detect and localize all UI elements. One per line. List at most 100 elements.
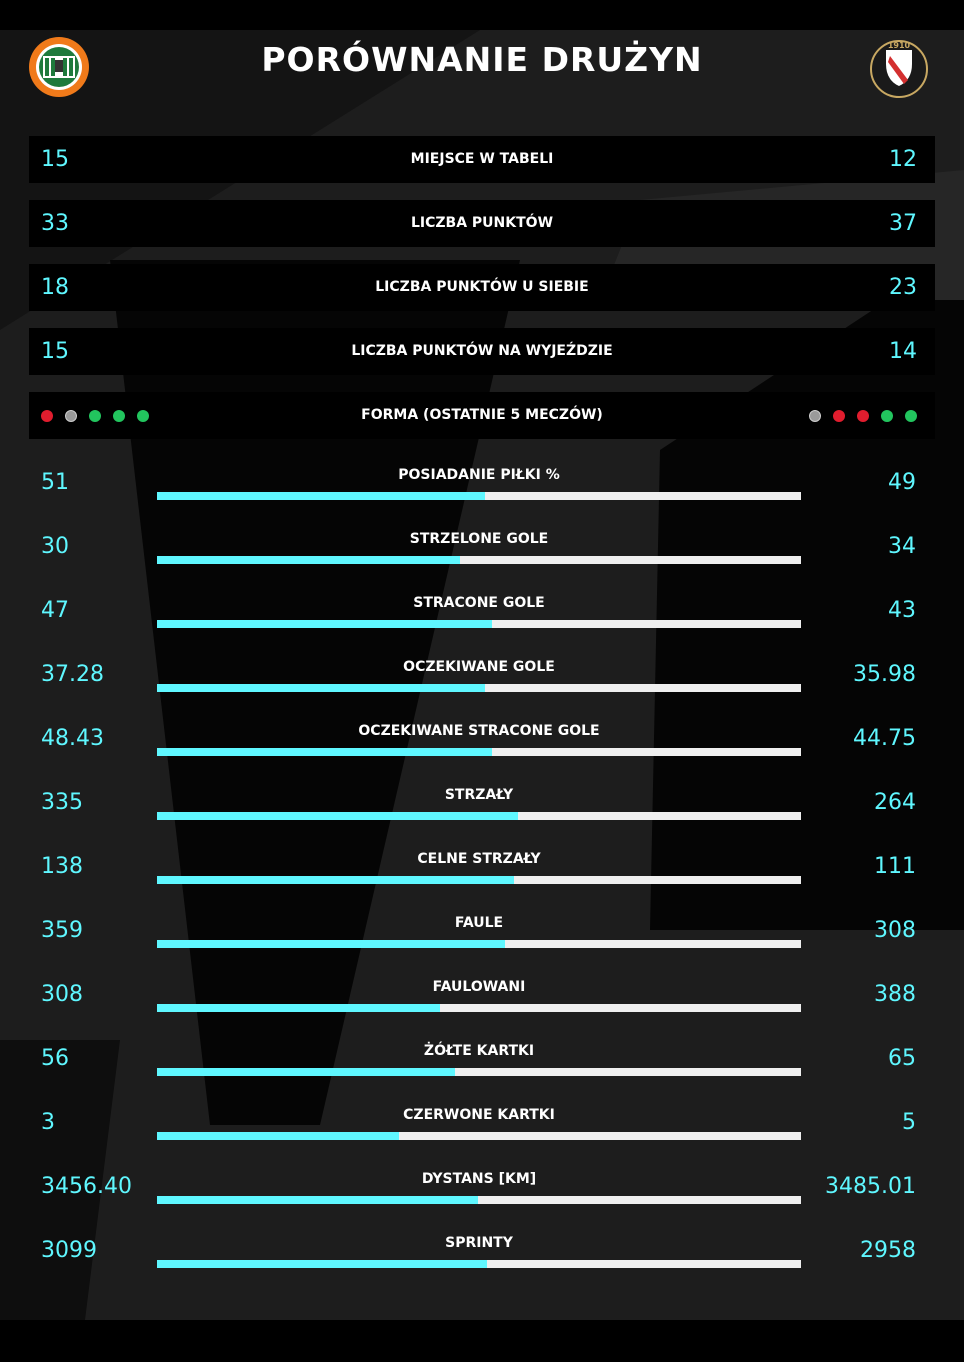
stat-label: CZERWONE KARTKI [403,1107,555,1123]
comparison-bar-fill [157,1196,478,1204]
comparison-bar-fill [157,940,505,948]
form-dots-left [41,410,149,422]
left-value: 33 [41,211,69,236]
right-value: 14 [889,339,917,364]
comparison-bar-track [157,1132,801,1140]
stat-row-celne-strzaly: 138 CELNE STRZAŁY 111 [0,840,964,904]
form-win-dot [881,410,893,422]
right-value: 111 [874,854,916,879]
comparison-bar-track [157,1260,801,1268]
stat-row-strzelone-gole: 30 STRZELONE GOLE 34 [0,520,964,584]
left-value: 3099 [41,1238,97,1263]
stat-label: MIEJSCE W TABELI [410,151,554,167]
comparison-bar-fill [157,748,492,756]
comparison-bar-fill [157,1132,399,1140]
comparison-bar-fill [157,1260,487,1268]
comparison-bar-fill [157,684,486,692]
left-value: 30 [41,534,69,559]
stat-row-posiadanie-pilki: 51 POSIADANIE PIŁKI % 49 [0,456,964,520]
stat-row-dystans-km: 3456.40 DYSTANS [KM] 3485.01 [0,1160,964,1224]
comparison-bar-track [157,1068,801,1076]
right-value: 308 [874,918,916,943]
stat-label: FAULE [454,915,504,931]
comparison-bar-track [157,684,801,692]
zaglebie-lubin-crest-icon [29,37,89,97]
left-value: 3 [41,1110,55,1135]
comparison-bar-fill [157,1068,456,1076]
comparison-bar-fill [157,556,460,564]
comparison-bar-track [157,1196,801,1204]
right-value: 35.98 [853,662,916,687]
stat-row-liczba-punktow: 33 LICZBA PUNKTÓW 37 [29,200,935,247]
form-draw-dot [809,410,821,422]
stat-label: STRZELONE GOLE [409,531,549,547]
comparison-bar-track [157,556,801,564]
stat-label: STRACONE GOLE [413,595,545,611]
stat-row-zolte-kartki: 56 ŻÓŁTE KARTKI 65 [0,1032,964,1096]
stat-row-oczekiwane-gole: 37.28 OCZEKIWANE GOLE 35.98 [0,648,964,712]
stat-label: CELNE STRZAŁY [417,851,541,867]
stat-row-strzaly: 335 STRZAŁY 264 [0,776,964,840]
right-value: 5 [902,1110,916,1135]
left-value: 3456.40 [41,1174,132,1199]
comparison-bar-track [157,620,801,628]
stat-row-faule: 359 FAULE 308 [0,904,964,968]
stat-row-stracone-gole: 47 STRACONE GOLE 43 [0,584,964,648]
stat-row-faulowani: 308 FAULOWANI 388 [0,968,964,1032]
right-value: 65 [888,1046,916,1071]
left-value: 37.28 [41,662,104,687]
form-win-dot [137,410,149,422]
form-label: FORMA (OSTATNIE 5 MECZÓW) [361,407,603,423]
left-value: 138 [41,854,83,879]
comparison-bar-fill [157,620,492,628]
left-value: 359 [41,918,83,943]
form-row: FORMA (OSTATNIE 5 MECZÓW) [29,392,935,439]
right-value: 12 [889,147,917,172]
stat-row-czerwone-kartki: 3 CZERWONE KARTKI 5 [0,1096,964,1160]
comparison-bar-track [157,812,801,820]
right-value: 388 [874,982,916,1007]
right-value: 3485.01 [825,1174,916,1199]
comparison-bar-fill [157,1004,441,1012]
stat-label: DYSTANS [KM] [421,1171,537,1187]
stat-label: ŻÓŁTE KARTKI [423,1043,535,1059]
right-value: 44.75 [853,726,916,751]
left-value: 15 [41,339,69,364]
left-value: 15 [41,147,69,172]
form-loss-dot [41,410,53,422]
stat-row-oczekiwane-stracone-gole: 48.43 OCZEKIWANE STRACONE GOLE 44.75 [0,712,964,776]
left-value: 47 [41,598,69,623]
right-value: 23 [889,275,917,300]
stat-label: STRZAŁY [444,787,514,803]
right-value: 34 [888,534,916,559]
stat-row-liczba-punktow-u-siebie: 18 LICZBA PUNKTÓW U SIEBIE 23 [29,264,935,311]
comparison-bar-track [157,1004,801,1012]
stat-label: SPRINTY [445,1235,513,1251]
comparison-bar-fill [157,492,486,500]
form-draw-dot [65,410,77,422]
comparison-bar-track [157,876,801,884]
stat-row-sprinty: 3099 SPRINTY 2958 [0,1224,964,1288]
form-loss-dot [857,410,869,422]
right-value: 264 [874,790,916,815]
left-value: 335 [41,790,83,815]
stat-label: OCZEKIWANE STRACONE GOLE [358,723,600,739]
right-value: 43 [888,598,916,623]
stat-label: OCZEKIWANE GOLE [403,659,555,675]
form-win-dot [89,410,101,422]
form-win-dot [905,410,917,422]
form-loss-dot [833,410,845,422]
comparison-bar-track [157,492,801,500]
stat-label: FAULOWANI [432,979,526,995]
comparison-bar-fill [157,812,518,820]
form-dots-right [809,410,917,422]
left-value: 51 [41,470,69,495]
comparison-bar-track [157,940,801,948]
comparison-bar-fill [157,876,515,884]
stat-row-liczba-punktow-na-wyjezdzie: 15 LICZBA PUNKTÓW NA WYJEŹDZIE 14 [29,328,935,375]
left-value: 18 [41,275,69,300]
left-value: 56 [41,1046,69,1071]
form-win-dot [113,410,125,422]
left-value: 48.43 [41,726,104,751]
